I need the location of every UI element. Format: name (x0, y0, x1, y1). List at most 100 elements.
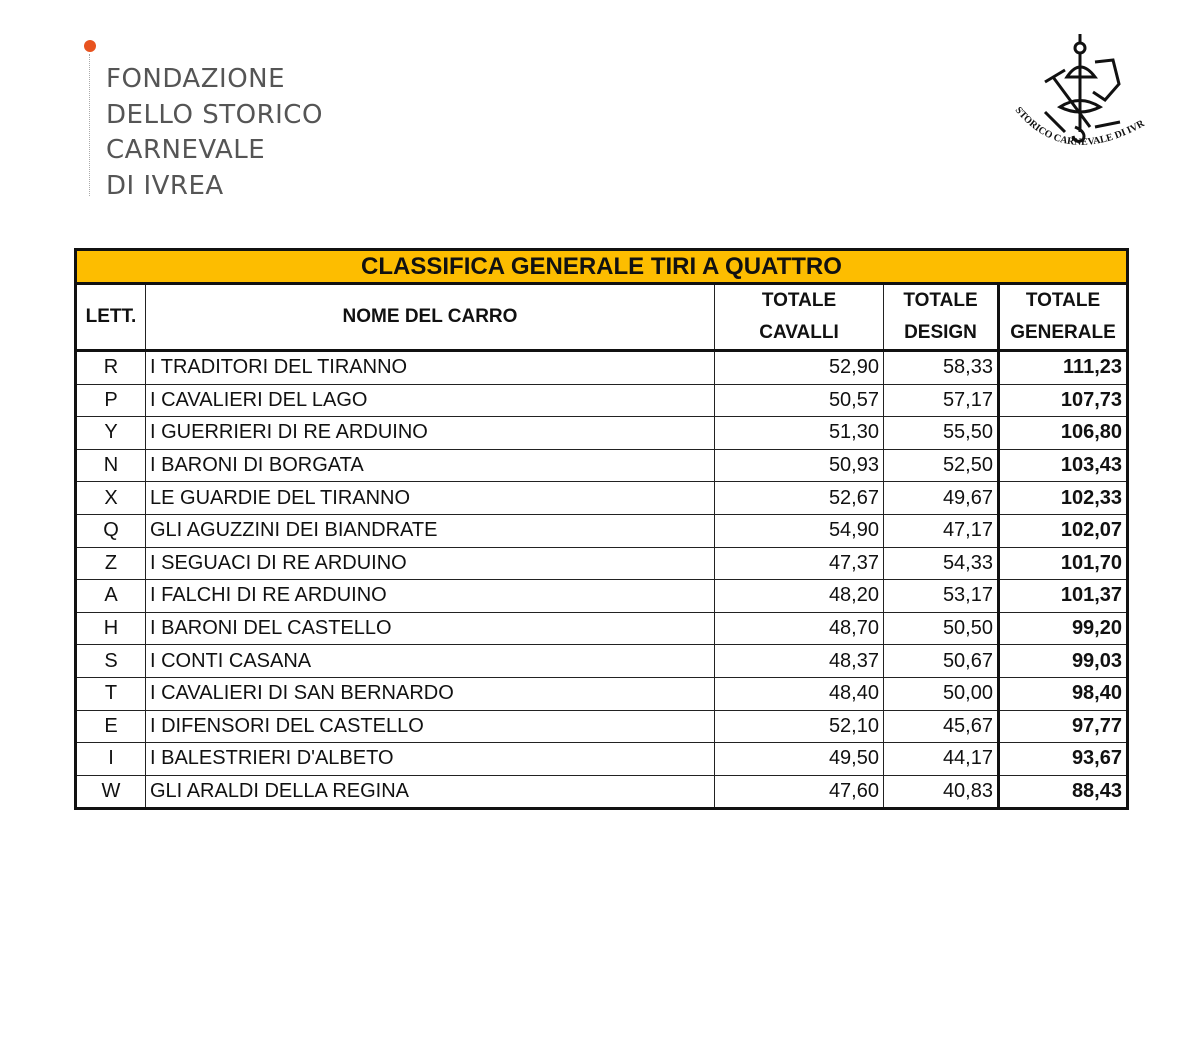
brand-divider (89, 54, 90, 196)
cell-design: 47,17 (883, 513, 999, 548)
org-line: DI IVREA (106, 170, 224, 201)
cell-cavalli: 50,93 (714, 448, 884, 483)
cell-cavalli: 48,70 (714, 611, 884, 646)
ranking-table: CLASSIFICA GENERALE TIRI A QUATTRO LETT.… (74, 248, 1129, 811)
cell-lett: Z (74, 546, 146, 581)
table-row: W GLI ARALDI DELLA REGINA 47,60 40,83 88,43 (74, 774, 1129, 811)
col-header-line: GENERALE (1010, 322, 1116, 343)
col-header-nome: NOME DEL CARRO (145, 283, 715, 352)
org-line: FONDAZIONE (106, 64, 286, 94)
cell-nome: I TRADITORI DEL TIRANNO (145, 350, 715, 385)
col-header-design: TOTALE DESIGN (883, 283, 999, 352)
cell-lett: T (74, 676, 146, 711)
cell-cavalli: 54,90 (714, 513, 884, 548)
cell-design: 40,83 (883, 774, 999, 811)
cell-lett: I (74, 742, 146, 776)
col-header-lett: LETT. (74, 283, 146, 352)
cell-nome: GLI AGUZZINI DEI BIANDRATE (145, 513, 715, 548)
col-header-line: TOTALE (761, 290, 837, 311)
cell-generale: 98,40 (997, 676, 1129, 711)
cell-design: 55,50 (883, 416, 999, 450)
cell-design: 58,33 (883, 350, 999, 385)
cell-design: 49,67 (883, 481, 999, 515)
brand-dot (84, 40, 96, 52)
cell-generale: 102,07 (997, 513, 1129, 548)
cell-cavalli: 52,10 (714, 709, 884, 744)
cell-cavalli: 52,67 (714, 481, 884, 515)
cell-design: 50,67 (883, 644, 999, 678)
cell-nome: I BARONI DI BORGATA (145, 448, 715, 483)
cell-cavalli: 52,90 (714, 350, 884, 385)
cell-nome: I CAVALIERI DI SAN BERNARDO (145, 676, 715, 711)
org-line: DELLO STORICO (106, 99, 323, 130)
table-title: CLASSIFICA GENERALE TIRI A QUATTRO (74, 248, 1129, 285)
table-row: Q GLI AGUZZINI DEI BIANDRATE 54,90 47,17 102… (74, 513, 1129, 548)
cell-generale: 101,37 (997, 579, 1129, 613)
cell-generale: 93,67 (997, 742, 1129, 776)
table-row: X LE GUARDIE DEL TIRANNO 52,67 49,67 102,33 (74, 481, 1129, 515)
cell-generale: 102,33 (997, 481, 1129, 515)
cell-nome: I FALCHI DI RE ARDUINO (145, 579, 715, 613)
col-header-line: TOTALE (1025, 290, 1101, 311)
cell-design: 50,50 (883, 611, 999, 646)
cell-lett: S (74, 644, 146, 678)
cell-lett: P (74, 383, 146, 418)
cell-design: 52,50 (883, 448, 999, 483)
cell-nome: I CONTI CASANA (145, 644, 715, 678)
cell-lett: E (74, 709, 146, 744)
organization-name: FONDAZIONE DELLO STORICO CARNEVALE DI IV… (106, 62, 323, 204)
cell-nome: GLI ARALDI DELLA REGINA (145, 774, 715, 811)
cell-design: 54,33 (883, 546, 999, 581)
cell-nome: I GUERRIERI DI RE ARDUINO (145, 416, 715, 450)
cell-design: 53,17 (883, 579, 999, 613)
carnival-seal-logo: STORICO CARNEVALE DI IVREA (1005, 32, 1147, 148)
col-header-cavalli: TOTALE CAVALLI (714, 283, 884, 352)
cell-generale: 97,77 (997, 709, 1129, 744)
cell-design: 50,00 (883, 676, 999, 711)
cell-design: 45,67 (883, 709, 999, 744)
cell-generale: 88,43 (997, 774, 1129, 811)
cell-cavalli: 47,37 (714, 546, 884, 581)
cell-lett: N (74, 448, 146, 483)
cell-lett: H (74, 611, 146, 646)
cell-nome: I BARONI DEL CASTELLO (145, 611, 715, 646)
cell-cavalli: 48,37 (714, 644, 884, 678)
cell-generale: 101,70 (997, 546, 1129, 581)
cell-nome: I BALESTRIERI D'ALBETO (145, 742, 715, 776)
cell-lett: X (74, 481, 146, 515)
cell-generale: 107,73 (997, 383, 1129, 418)
cell-generale: 106,80 (997, 416, 1129, 450)
cell-generale: 99,03 (997, 644, 1129, 678)
col-header-line: DESIGN (904, 322, 977, 343)
cell-nome: I CAVALIERI DEL LAGO (145, 383, 715, 418)
cell-design: 57,17 (883, 383, 999, 418)
cell-cavalli: 48,40 (714, 676, 884, 711)
cell-cavalli: 48,20 (714, 579, 884, 613)
cell-generale: 111,23 (997, 350, 1129, 385)
cell-nome: LE GUARDIE DEL TIRANNO (145, 481, 715, 515)
cell-generale: 103,43 (997, 448, 1129, 483)
col-header-generale: TOTALE GENERALE (997, 283, 1129, 352)
col-header-line: CAVALLI (759, 322, 839, 343)
col-header-line: TOTALE (903, 290, 978, 311)
cell-lett: A (74, 579, 146, 613)
cell-cavalli: 49,50 (714, 742, 884, 776)
cell-lett: R (74, 350, 146, 385)
cell-design: 44,17 (883, 742, 999, 776)
cell-lett: W (74, 774, 146, 811)
cell-nome: I SEGUACI DI RE ARDUINO (145, 546, 715, 581)
cell-cavalli: 51,30 (714, 416, 884, 450)
cell-nome: I DIFENSORI DEL CASTELLO (145, 709, 715, 744)
cell-cavalli: 47,60 (714, 774, 884, 811)
cell-lett: Y (74, 416, 146, 450)
